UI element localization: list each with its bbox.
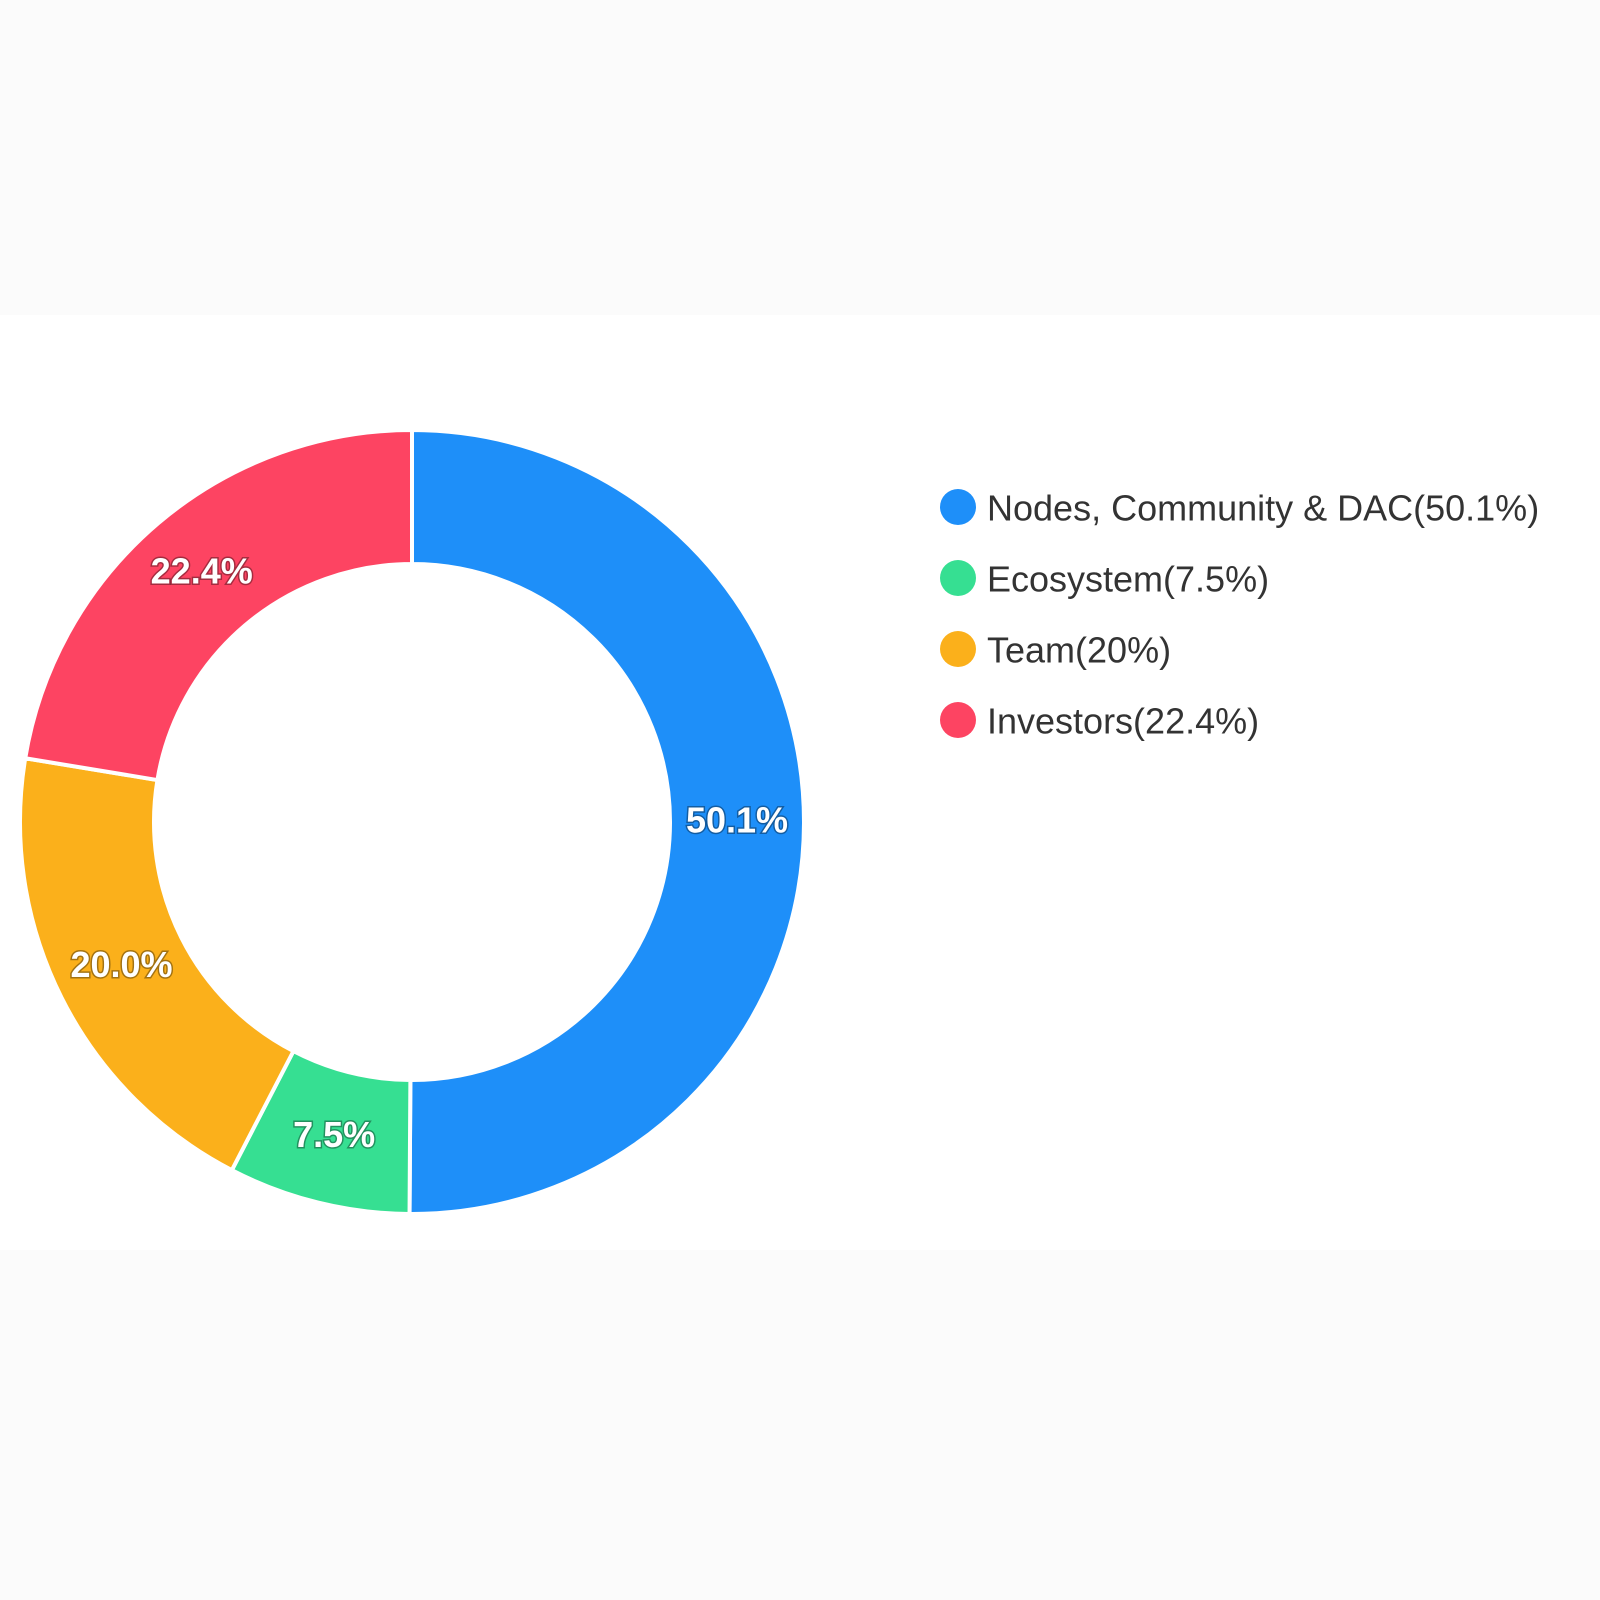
legend-label: Team(20%)	[987, 630, 1171, 671]
value-label: 22.4%	[151, 551, 253, 592]
legend-swatch	[940, 631, 976, 667]
legend-label: Investors(22.4%)	[987, 701, 1259, 742]
value-label: 50.1%	[686, 800, 788, 841]
donut-segment	[407, 427, 807, 1216]
legend-label: Ecosystem(7.5%)	[987, 559, 1269, 600]
value-label: 20.0%	[70, 944, 172, 985]
legend-swatch	[940, 560, 976, 596]
value-label: 7.5%	[293, 1114, 375, 1155]
legend-label: Nodes, Community & DAC(50.1%)	[987, 488, 1539, 529]
donut-segment	[18, 755, 297, 1173]
legend-swatch	[940, 702, 976, 738]
donut-segment	[22, 427, 414, 783]
legend-swatch	[940, 489, 976, 525]
